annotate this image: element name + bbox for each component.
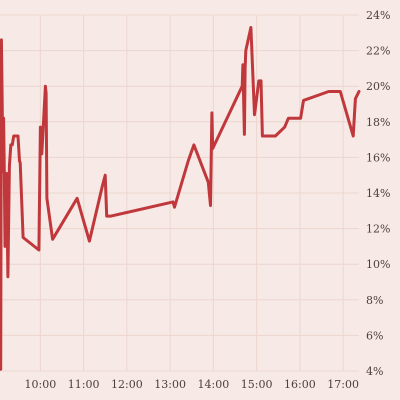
y-tick-label: 14% [366, 187, 390, 200]
x-tick-label: 12:00 [111, 378, 143, 391]
x-tick-label: 13:00 [154, 378, 186, 391]
y-tick-label: 8% [366, 294, 383, 307]
x-tick-label: 10:00 [25, 378, 57, 391]
y-tick-label: 22% [366, 45, 390, 58]
y-tick-label: 24% [366, 9, 390, 22]
x-tick-label: 15:00 [241, 378, 273, 391]
x-tick-label: 17:00 [327, 378, 359, 391]
x-tick-label: 14:00 [198, 378, 230, 391]
chart-grid [0, 14, 359, 372]
series-line [0, 26, 361, 371]
x-axis: 10:00 11:00 12:00 13:00 14:00 15:00 16:00 17:00 [25, 378, 359, 391]
y-tick-label: 20% [366, 80, 390, 93]
y-tick-label: 6% [366, 329, 383, 342]
y-tick-label: 10% [366, 258, 390, 271]
y-tick-label: 4% [366, 365, 383, 378]
y-tick-label: 18% [366, 116, 390, 129]
x-tick-label: 16:00 [284, 378, 316, 391]
y-axis: 4% 6% 8% 10% 12% 14% 16% 18% 20% 22% 24% [366, 9, 390, 378]
y-tick-label: 16% [366, 151, 390, 164]
y-tick-label: 12% [366, 223, 390, 236]
x-tick-label: 11:00 [68, 378, 100, 391]
chart-series-group [0, 26, 361, 371]
